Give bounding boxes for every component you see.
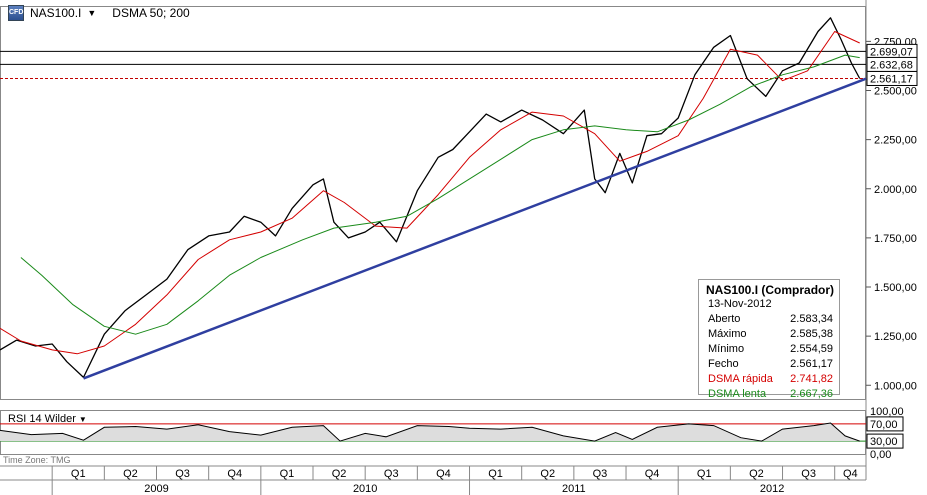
quarter-label: Q3 bbox=[593, 468, 608, 480]
info-row: DSMA lenta 2.667,36 bbox=[699, 387, 839, 402]
info-row: Mínimo 2.554,59 bbox=[699, 342, 839, 357]
info-row: Fecho 2.561,17 bbox=[699, 357, 839, 372]
rsi-level-box bbox=[866, 433, 904, 449]
quarter-label: Q4 bbox=[436, 468, 451, 480]
quarter-label: Q1 bbox=[697, 468, 712, 480]
y-tick-label: 1.000,00 bbox=[874, 380, 917, 392]
cfd-symbol-icon[interactable]: CFD bbox=[8, 5, 24, 21]
x-axis: Q1 Q2 Q3 Q4 Q1 Q2 Q3 Q4 Q1 Q2 Q3 Q4 Q1 Q2 Q3 Q4 2009 2010… bbox=[0, 465, 866, 495]
quarter-label: Q4 bbox=[843, 468, 858, 480]
chevron-down-icon[interactable]: ▼ bbox=[78, 415, 87, 424]
series-trendline bbox=[83, 77, 867, 380]
quarter-label: Q2 bbox=[540, 468, 555, 480]
chart-frame bbox=[0, 0, 867, 480]
rsi-label-text: RSI 14 Wilder bbox=[8, 413, 76, 425]
quarter-label: Q2 bbox=[123, 468, 138, 480]
rsi-axis-label: 0,00 bbox=[870, 449, 891, 461]
info-row-value: 2.667,36 bbox=[790, 388, 833, 400]
y-tick-label: 2.250,00 bbox=[874, 135, 917, 147]
time-zone-label: Time Zone: TMG bbox=[3, 455, 71, 465]
info-row-label: Aberto bbox=[708, 313, 741, 325]
info-row-value: 2.741,82 bbox=[790, 373, 833, 385]
info-row-label: Mínimo bbox=[708, 343, 745, 355]
symbol-selector[interactable]: NAS100.I bbox=[30, 6, 82, 20]
indicator-label[interactable]: DSMA 50; 200 bbox=[112, 6, 190, 20]
price-level-label: 2.699,07 bbox=[870, 46, 913, 58]
price-level-label: 2.632,68 bbox=[870, 59, 913, 71]
info-row-value: 2.561,17 bbox=[790, 358, 833, 370]
quarter-label: Q2 bbox=[749, 468, 764, 480]
quarter-label: Q4 bbox=[645, 468, 660, 480]
quarter-label: Q3 bbox=[175, 468, 190, 480]
y-tick-label: 1.750,00 bbox=[874, 233, 917, 245]
info-panel-title: NAS100.I (Comprador) bbox=[706, 283, 835, 297]
info-row-value: 2.583,34 bbox=[790, 313, 833, 325]
info-row: DSMA rápida 2.741,82 bbox=[699, 372, 839, 387]
price-level-box bbox=[866, 70, 918, 86]
ohlc-info-panel: NAS100.I (Comprador) 13-Nov-2012 Aberto 2… bbox=[698, 279, 840, 400]
rsi-axis-label: 100,00 bbox=[870, 406, 904, 418]
price-levels: 2.699,072.632,68 2.561,17 bbox=[0, 43, 918, 86]
rsi-label[interactable]: RSI 14 Wilder ▼ bbox=[8, 413, 87, 425]
info-panel-date: 13-Nov-2012 bbox=[708, 298, 772, 310]
y-tick-label: 2.500,00 bbox=[874, 85, 917, 97]
info-row-label: DSMA lenta bbox=[708, 388, 767, 400]
info-panel-rows: Aberto 2.583,34 Máximo 2.585,38 Mínimo 2.554,… bbox=[699, 312, 839, 402]
series-dsma-r-pida bbox=[0, 31, 860, 355]
chart-toolbar: CFD NAS100.I ▼ DSMA 50; 200 bbox=[0, 0, 866, 26]
quarter-label: Q1 bbox=[71, 468, 86, 480]
rsi-axis-label: 70,00 bbox=[870, 419, 898, 431]
info-row-label: Fecho bbox=[708, 358, 739, 370]
rsi-line bbox=[0, 422, 860, 442]
quarter-label: Q2 bbox=[332, 468, 347, 480]
quarter-label: Q1 bbox=[488, 468, 503, 480]
chart-series bbox=[0, 17, 867, 380]
info-row-label: Máximo bbox=[708, 328, 747, 340]
info-row: Aberto 2.583,34 bbox=[699, 312, 839, 327]
year-label: 2010 bbox=[353, 483, 377, 495]
quarter-label: Q3 bbox=[801, 468, 816, 480]
y-tick-label: 1.250,00 bbox=[874, 331, 917, 343]
y-tick-label: 2.000,00 bbox=[874, 184, 917, 196]
info-row: Máximo 2.585,38 bbox=[699, 327, 839, 342]
rsi-fill bbox=[0, 423, 860, 442]
rsi-axis-label: 30,00 bbox=[870, 436, 898, 448]
year-label: 2009 bbox=[144, 483, 168, 495]
quarter-label: Q4 bbox=[227, 468, 242, 480]
info-row-value: 2.585,38 bbox=[790, 328, 833, 340]
info-row-label: DSMA rápida bbox=[708, 373, 773, 385]
series-nas100-i bbox=[0, 17, 861, 379]
quarter-label: Q3 bbox=[384, 468, 399, 480]
series-dsma-lenta bbox=[20, 54, 860, 335]
quarter-label: Q1 bbox=[280, 468, 295, 480]
y-axis-ticks: 1.000,00 1.250,00 1.500,00 1.750,00 2.000,00… bbox=[866, 36, 917, 392]
info-row-value: 2.554,59 bbox=[790, 343, 833, 355]
year-label: 2011 bbox=[562, 483, 586, 495]
y-tick-label: 1.500,00 bbox=[874, 282, 917, 294]
chevron-down-icon[interactable]: ▼ bbox=[87, 8, 97, 18]
year-label: 2012 bbox=[760, 483, 784, 495]
rsi-level-box bbox=[866, 416, 904, 432]
price-level-label: 2.561,17 bbox=[870, 73, 913, 85]
